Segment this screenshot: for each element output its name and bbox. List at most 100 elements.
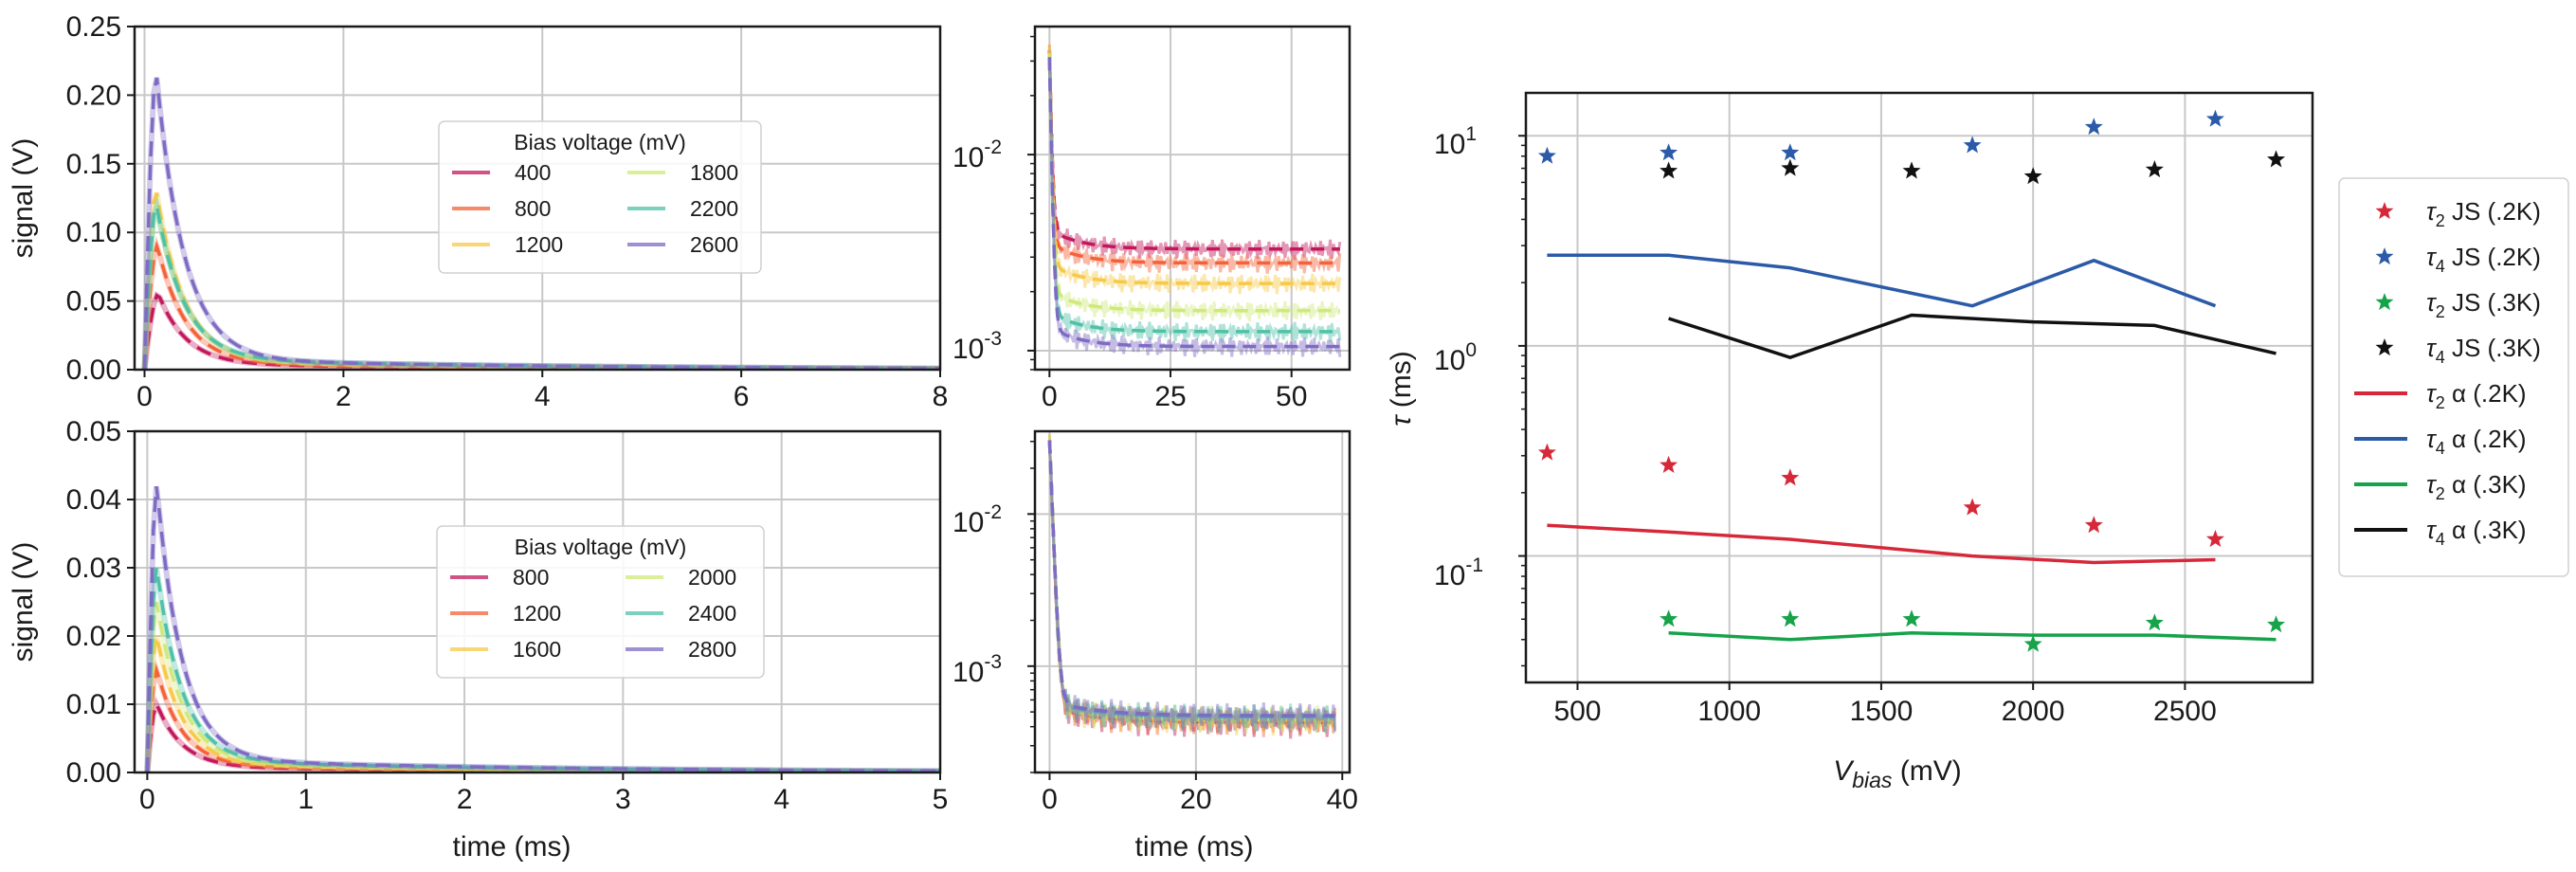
legend-marker xyxy=(2375,202,2394,220)
ytick-label: 0.05 xyxy=(66,416,121,447)
series-noise xyxy=(1047,44,1342,274)
y-axis-label: τ (ms) xyxy=(1386,351,1417,427)
ytick-label: 0.15 xyxy=(66,149,121,180)
ytick-label: 101 xyxy=(1434,123,1477,160)
series-fit xyxy=(1047,56,1340,334)
series-noise xyxy=(1047,440,1337,739)
data-point-star xyxy=(1660,161,1678,179)
series-line-2600 xyxy=(142,77,940,370)
series-noise xyxy=(1047,434,1337,737)
legend-label: 1800 xyxy=(690,160,738,185)
series-fit xyxy=(1047,51,1340,265)
xtick-label: 2000 xyxy=(2002,696,2065,727)
series-noise xyxy=(1047,48,1341,322)
series-noise xyxy=(1047,452,1337,733)
legend-label: 1200 xyxy=(513,601,561,626)
xtick-label: 2500 xyxy=(2153,696,2217,727)
series-line xyxy=(1547,523,2216,565)
data-point-star xyxy=(1660,455,1678,473)
legend-label: 800 xyxy=(515,196,551,221)
legend-label: 2000 xyxy=(688,565,736,590)
data-point-star xyxy=(2084,516,2103,534)
xtick-label: 500 xyxy=(1553,696,1601,727)
xtick-label: 25 xyxy=(1154,381,1186,412)
data-point-star xyxy=(1537,146,1556,164)
grid xyxy=(1035,431,1350,772)
series-noise xyxy=(1047,49,1342,261)
data-point-star xyxy=(1963,498,1982,516)
series-line xyxy=(1668,631,2277,642)
data-point-star xyxy=(1660,609,1678,627)
xtick-label: 2 xyxy=(336,381,352,412)
legend-title: Bias voltage (mV) xyxy=(515,535,687,559)
panel-top-right: 0 25 50 10-2 10-3 xyxy=(952,25,1351,412)
series-group xyxy=(1047,434,1337,739)
xtick-label: 1000 xyxy=(1697,696,1761,727)
ytick-label: 0.25 xyxy=(66,11,121,43)
legend-label: 2600 xyxy=(690,232,738,257)
data-point-star xyxy=(1781,609,1800,627)
data-point-star xyxy=(2023,167,2042,185)
xtick-label: 5 xyxy=(933,784,949,815)
series-fit xyxy=(1047,440,1335,721)
tick-labels: 500 1000 1500 2000 2500 xyxy=(1518,135,2217,727)
data-point-star xyxy=(1781,143,1800,161)
grid xyxy=(1526,93,2313,682)
xtick-label: 40 xyxy=(1327,784,1358,815)
legend-marker xyxy=(2375,338,2394,356)
legend-label: τ4 JS (.3K) xyxy=(2426,334,2541,367)
data-point-star xyxy=(1537,443,1556,461)
data-point-star xyxy=(2205,109,2224,127)
legend-marker xyxy=(2375,247,2394,265)
tick-labels: 0 1 2 3 4 5 0.00 0.01 0.02 0.03 0.04 0.05 xyxy=(66,416,949,815)
ytick-label: 0.00 xyxy=(66,757,121,789)
ytick-label: 0.05 xyxy=(66,286,121,318)
panel-tau: 500 1000 1500 2000 2500 101 100 10-1 τ (ms) … xyxy=(1386,91,2569,792)
legend: Bias voltage (mV) 800 1200 1600 2000 2400 2800 xyxy=(436,525,765,679)
ytick-label: 0.00 xyxy=(66,354,121,386)
x-axis-label: time (ms) xyxy=(1135,831,1254,863)
series-line xyxy=(1668,313,2277,360)
series-fit xyxy=(1047,57,1340,349)
data-point-star xyxy=(1781,468,1800,486)
ytick-label: 0.01 xyxy=(66,689,121,720)
plot-frame xyxy=(1033,25,1351,372)
grid xyxy=(1035,27,1350,370)
legend-label: 1600 xyxy=(513,637,561,662)
data-point-star xyxy=(2205,530,2224,548)
ytick-label: 10-2 xyxy=(952,136,1002,173)
data-point-star xyxy=(1902,609,1921,627)
series-noise xyxy=(1047,44,1342,295)
series-noise xyxy=(1047,434,1336,735)
legend-label: 2800 xyxy=(688,637,736,662)
xtick-label: 4 xyxy=(535,381,551,412)
legend-box xyxy=(436,525,765,679)
series-line xyxy=(1547,253,2217,308)
legend-label: 2200 xyxy=(690,196,738,221)
legend-label: τ2 α (.3K) xyxy=(2426,470,2527,503)
xtick-label: 0 xyxy=(139,784,155,815)
series-fit xyxy=(1047,49,1340,251)
ytick-label: 10-1 xyxy=(1434,554,1483,591)
plot-frame xyxy=(133,429,942,774)
ytick-label: 10-2 xyxy=(952,501,1002,538)
x-axis-label: Vbias (mV) xyxy=(1833,755,1962,792)
y-axis-label: signal (V) xyxy=(8,542,39,663)
series-noise xyxy=(1047,434,1337,736)
series-fit xyxy=(1047,440,1335,724)
legend-label: 800 xyxy=(513,565,549,590)
legend-label: τ4 JS (.2K) xyxy=(2426,243,2541,276)
series-fit xyxy=(1047,55,1340,313)
series-fit xyxy=(1047,53,1340,285)
panel-bottom-left: 0 1 2 3 4 5 0.00 0.01 0.02 0.03 0.04 0.05 signal (V… xyxy=(8,416,948,863)
x-axis-label: time (ms) xyxy=(453,831,571,863)
xtick-label: 6 xyxy=(734,381,750,412)
series-fit xyxy=(1047,440,1335,718)
xtick-label: 0 xyxy=(136,381,153,412)
tick-labels: 0 25 50 xyxy=(1027,35,1307,412)
y-axis-label: signal (V) xyxy=(8,138,39,259)
xtick-label: 50 xyxy=(1276,381,1307,412)
series-group xyxy=(1047,44,1342,357)
data-point-star xyxy=(2145,160,2164,178)
tick-labels: 0 20 40 xyxy=(1027,440,1358,815)
